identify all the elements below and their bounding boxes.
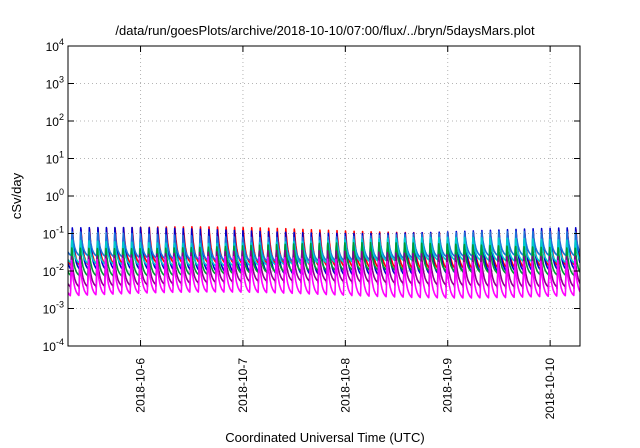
x-tick-label: 2018-10-8 <box>338 358 352 413</box>
series-line <box>68 236 580 267</box>
chart-title: /data/run/goesPlots/archive/2018-10-10/0… <box>115 23 535 38</box>
x-axis-label: Coordinated Universal Time (UTC) <box>225 430 424 445</box>
grid <box>68 46 580 346</box>
x-tick-label: 2018-10-7 <box>236 358 250 413</box>
series-group <box>68 226 580 299</box>
y-tick-label: 104 <box>46 37 64 54</box>
x-tick-label: 2018-10-10 <box>543 358 557 420</box>
x-tick-label: 2018-10-6 <box>134 358 148 413</box>
series-line <box>68 255 580 299</box>
y-tick-label: 100 <box>46 187 64 204</box>
series-line <box>68 249 580 290</box>
x-tick-label: 2018-10-9 <box>441 358 455 413</box>
y-axis: 10-4 10-3 10-2 10-1 100 101 102 103 104 <box>43 37 580 354</box>
y-tick-label: 101 <box>46 150 64 167</box>
y-tick-label: 10-3 <box>43 300 64 317</box>
y-tick-label: 10-1 <box>43 225 64 242</box>
series-line <box>68 230 580 262</box>
x-axis: 2018-10-6 2018-10-7 2018-10-8 2018-10-9 2018… <box>134 46 557 420</box>
y-tick-label: 102 <box>46 112 64 129</box>
y-tick-label: 10-4 <box>43 337 64 354</box>
y-tick-label: 103 <box>46 75 64 92</box>
y-axis-label: cSv/day <box>9 172 24 219</box>
y-tick-label: 10-2 <box>43 262 64 279</box>
series-line <box>68 241 580 278</box>
